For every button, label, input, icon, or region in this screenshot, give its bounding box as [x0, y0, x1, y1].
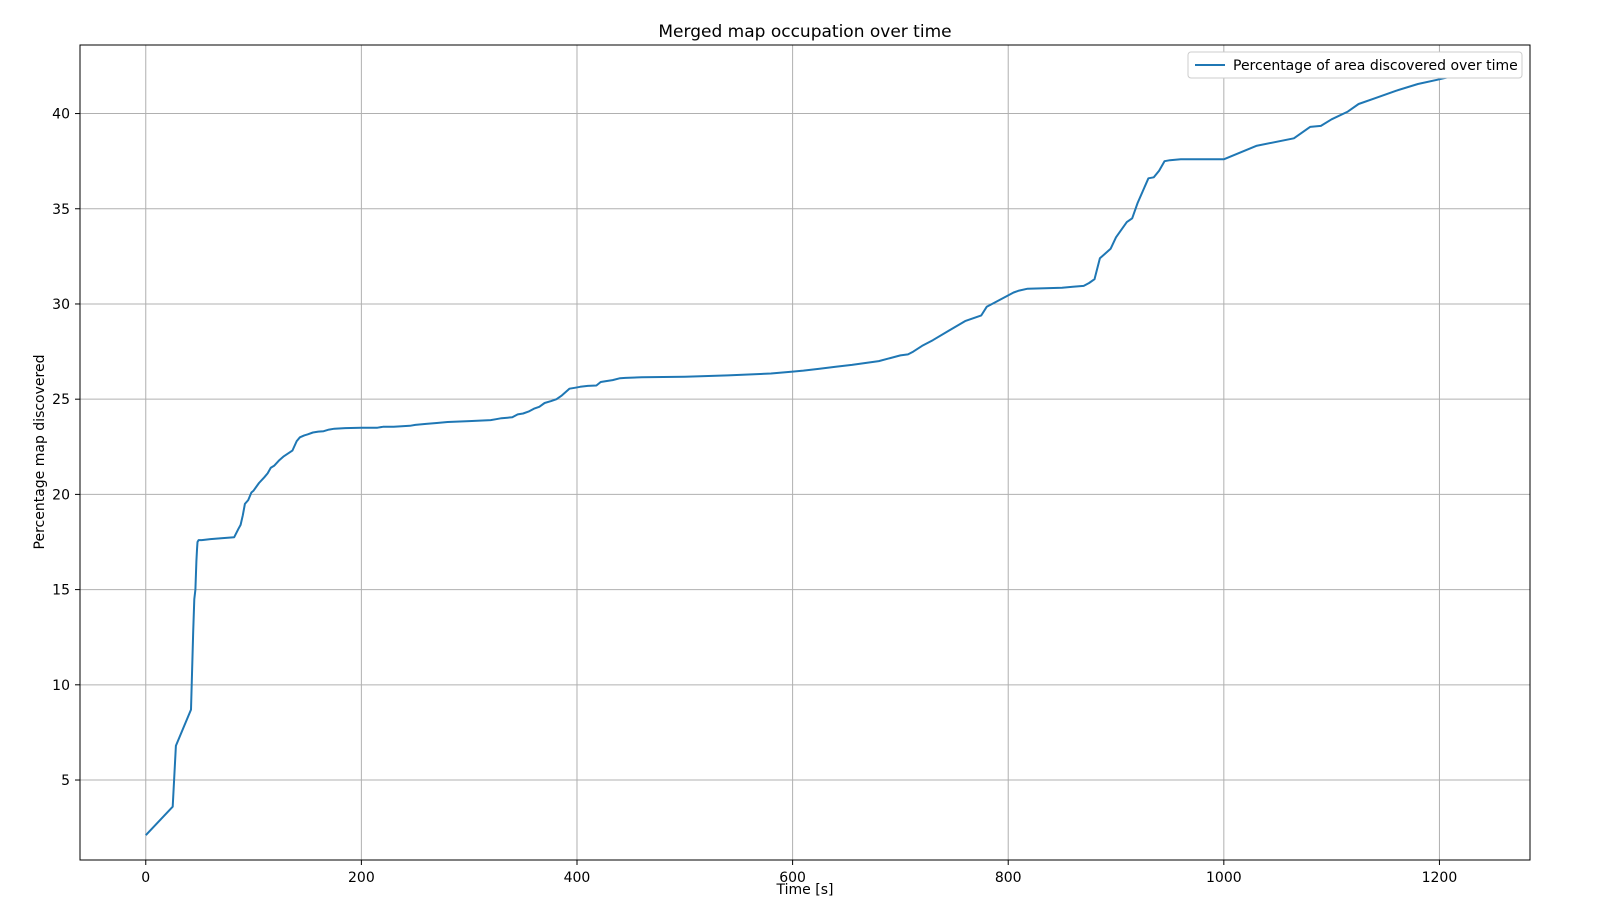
- x-tick-label: 0: [141, 870, 150, 886]
- x-tick-label: 600: [779, 870, 806, 886]
- x-tick-label: 1200: [1422, 870, 1458, 886]
- series-line-0: [145, 73, 1467, 836]
- y-axis: 5 10 15 20 25 30 35 40: [52, 107, 80, 789]
- plot-area-frame: [79, 44, 1531, 861]
- legend-box: [1187, 51, 1523, 79]
- y-tick-label: 40: [52, 107, 70, 123]
- x-tick-label: 400: [564, 870, 591, 886]
- y-tick-label: 35: [52, 202, 70, 218]
- x-tick-label: 200: [348, 870, 375, 886]
- x-axis-label: Time [s]: [776, 882, 834, 898]
- y-tick-label: 15: [52, 583, 70, 599]
- legend-label: Percentage of area discovered over time: [1233, 58, 1518, 74]
- chart-title: Merged map occupation over time: [658, 22, 951, 42]
- x-tick-label: 1000: [1206, 870, 1242, 886]
- grid: [80, 45, 1530, 860]
- y-axis-label: Percentage map discovered: [32, 355, 48, 550]
- x-tick-label: 800: [995, 870, 1022, 886]
- y-tick-label: 10: [52, 678, 70, 694]
- y-tick-label: 25: [52, 392, 70, 408]
- y-tick-label: 30: [52, 297, 70, 313]
- x-axis: 0 200 400 600 800 1000 1200: [141, 860, 1457, 886]
- legend: Percentage of area discovered over time: [1187, 51, 1523, 79]
- y-tick-label: 5: [61, 773, 70, 789]
- series-layer: [145, 73, 1467, 836]
- y-tick-label: 20: [52, 487, 70, 503]
